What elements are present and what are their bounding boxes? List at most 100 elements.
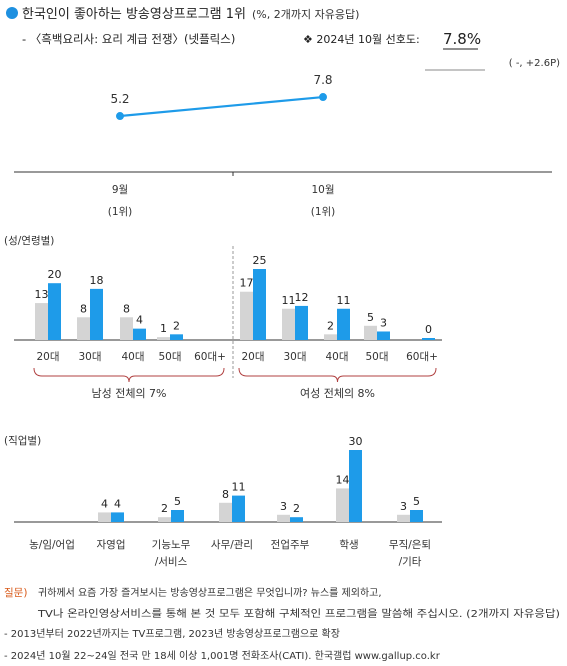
series-line <box>119 95 324 118</box>
bar-curr <box>232 495 245 522</box>
age-tick-label: 20대 <box>241 351 264 363</box>
bar-label-prev: 4 <box>101 497 108 510</box>
bar-label-curr: 2 <box>293 502 300 515</box>
bar-prev <box>324 334 337 340</box>
age-tick-label: 60대+ <box>194 351 226 363</box>
bar-label-curr: 3 <box>380 316 387 329</box>
bar-label-prev: 3 <box>280 500 287 513</box>
age-tick-label: 30대 <box>78 351 101 363</box>
age-tick-label: 50대 <box>158 351 181 363</box>
bar-label-curr: 12 <box>295 291 309 304</box>
preference-label: ❖ 2024년 10월 선호도: <box>303 33 420 46</box>
occupation-tick-label: /서비스 <box>155 556 188 568</box>
occupation-tick-label: 무직/은퇴 <box>389 539 431 551</box>
bar-label-prev: 3 <box>400 500 407 513</box>
bar-label-prev: 8 <box>123 302 130 315</box>
occupation-tick-label: 기능노무 <box>152 539 191 551</box>
line-x-sublabel: (1위) <box>108 205 133 218</box>
group-bracket <box>238 367 437 383</box>
chart-title: 한국인이 좋아하는 방송영상프로그램 1위 (%, 2개까지 자유응답) <box>22 7 359 22</box>
bar-curr <box>290 517 303 522</box>
bar-label-prev: 14 <box>336 473 350 486</box>
bar-prev <box>277 514 290 522</box>
line-x-sublabel: (1위) <box>311 205 336 218</box>
bar-prev <box>35 303 48 340</box>
bar-prev <box>282 308 295 340</box>
change-badge: ( -, +2.6P) <box>509 58 560 69</box>
bar-curr <box>349 450 362 522</box>
age-tick-label: 60대+ <box>406 351 438 363</box>
line-chart: 5.2 9월 (1위) 7.8 10월 (1위) <box>108 73 336 218</box>
bar-label-prev: 2 <box>161 502 168 515</box>
age-tick-label: 20대 <box>36 351 59 363</box>
age-tick-label: 50대 <box>365 351 388 363</box>
bar-prev <box>397 514 410 522</box>
group-bracket <box>33 367 225 383</box>
bar-prev <box>364 325 377 340</box>
bar-curr <box>170 334 183 340</box>
occupation-tick-label: 자영업 <box>97 538 126 551</box>
bar-label-prev: 17 <box>240 277 254 290</box>
question-line-1: 귀하께서 요즘 가장 즐겨보시는 방송영상프로그램은 무엇입니까? 뉴스를 제외… <box>38 586 382 599</box>
bar-label-curr: 4 <box>136 314 143 327</box>
bar-label-curr: 11 <box>337 294 351 307</box>
bar-label-curr: 20 <box>48 268 62 281</box>
line-point <box>116 112 124 121</box>
occupation-tick-label: 전업주부 <box>271 538 310 551</box>
preference-value: 7.8% <box>443 30 481 48</box>
bar-prev <box>157 337 170 340</box>
bar-curr <box>295 305 308 340</box>
bar-curr <box>171 510 184 522</box>
bar-curr <box>410 510 423 522</box>
age-tick-label: 40대 <box>325 351 348 363</box>
bar-label-curr: 2 <box>173 319 180 332</box>
bar-label-curr: 4 <box>114 497 121 510</box>
bar-curr <box>48 283 61 340</box>
bar-curr <box>422 338 435 340</box>
bar-prev <box>240 291 253 340</box>
bar-curr <box>337 308 350 340</box>
bar-label-curr: 18 <box>90 274 104 287</box>
section-label-gender-age: (성/연령별) <box>4 235 54 247</box>
program-name: - 〈흑백요리사: 요리 계급 전쟁〉(넷플릭스) <box>22 32 235 46</box>
line-x-tick-label: 10월 <box>311 184 334 196</box>
occupation-tick-label: 사무/관리 <box>211 539 253 551</box>
age-tick-label: 40대 <box>121 351 144 363</box>
question-line-2: TV나 온라인영상서비스를 통해 본 것 모두 포함해 구체적인 프로그램을 말… <box>37 607 560 620</box>
note-line-1: - 2013년부터 2022년까지는 TV프로그램, 2023년 방송영상프로그… <box>4 628 340 640</box>
bar-prev <box>77 317 90 340</box>
bar-label-prev: 5 <box>367 311 374 324</box>
group-label: 남성 전체의 7% <box>91 387 166 400</box>
bar-label-prev: 8 <box>222 488 229 501</box>
bar-prev <box>158 517 171 522</box>
bar-label-curr: 11 <box>232 481 246 494</box>
line-data-label: 7.8 <box>313 73 332 87</box>
bar-prev <box>336 488 349 522</box>
bar-label-curr: 25 <box>253 254 267 267</box>
bar-curr <box>111 512 124 522</box>
bar-label-prev: 2 <box>327 319 334 332</box>
bar-label-curr: 5 <box>174 495 181 508</box>
bar-label-curr: 5 <box>413 495 420 508</box>
bar-label-curr: 0 <box>425 323 432 336</box>
bar-label-prev: 8 <box>80 302 87 315</box>
bar-label-prev: 11 <box>282 294 296 307</box>
bar-curr <box>90 288 103 340</box>
bar-label-prev: 13 <box>35 288 49 301</box>
line-x-tick-label: 9월 <box>112 184 128 196</box>
line-point <box>319 93 327 102</box>
bar-curr <box>377 331 390 340</box>
bar-label-prev: 1 <box>160 322 167 335</box>
bar-prev <box>98 512 111 522</box>
title-bullet-icon <box>6 7 18 19</box>
age-tick-label: 30대 <box>283 351 306 363</box>
question-label: 질문) <box>4 587 27 599</box>
line-data-label: 5.2 <box>110 92 129 106</box>
bar-prev <box>219 502 232 522</box>
bar-prev <box>120 317 133 340</box>
occupation-tick-label: /기타 <box>399 556 422 568</box>
occupation-tick-label: 농/임/어업 <box>29 538 75 551</box>
